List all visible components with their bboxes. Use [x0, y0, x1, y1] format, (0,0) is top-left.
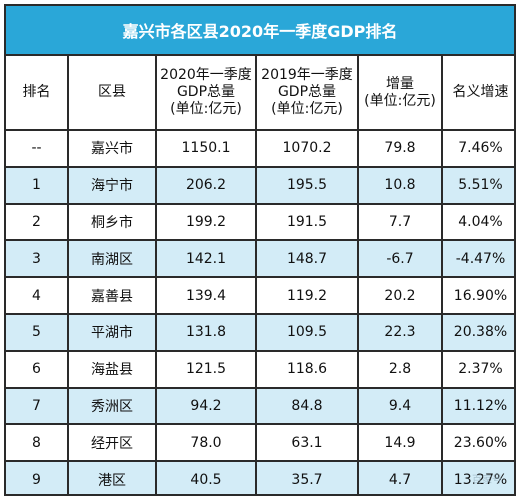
- table-row: 7 秀洲区 94.2 84.8 9.4 11.12%: [6, 386, 514, 426]
- cell-rank: 4: [6, 276, 69, 315]
- cell-gdp-2019q1: 63.1: [255, 423, 359, 463]
- cell-nominal-growth: 2.37%: [441, 349, 514, 389]
- gdp-ranking-table: 排名 区县 2020年一季度 GDP总量 (单位:亿元) 2019年一季度 GD…: [6, 56, 514, 494]
- cell-rank: 3: [6, 239, 69, 279]
- cell-increment: 22.3: [357, 312, 443, 352]
- cell-increment: -6.7: [357, 239, 443, 279]
- cell-district: 港区: [67, 460, 157, 494]
- table-row: -- 嘉兴市 1150.1 1070.2 79.8 7.46%: [6, 129, 514, 168]
- cell-district: 海盐县: [67, 349, 157, 389]
- cell-rank: 7: [6, 386, 69, 426]
- cell-rank: 1: [6, 165, 69, 205]
- cell-nominal-growth: 20.38%: [441, 312, 514, 352]
- cell-gdp-2020q1: 206.2: [155, 165, 257, 205]
- cell-district: 嘉兴市: [67, 129, 157, 168]
- table-row: 8 经开区 78.0 63.1 14.9 23.60%: [6, 423, 514, 463]
- cell-gdp-2019q1: 119.2: [255, 276, 359, 315]
- table-body: -- 嘉兴市 1150.1 1070.2 79.8 7.46% 1 海宁市 206.2 195.5…: [6, 129, 514, 494]
- cell-district: 经开区: [67, 423, 157, 463]
- cell-rank: 2: [6, 202, 69, 242]
- cell-gdp-2020q1: 78.0: [155, 423, 257, 463]
- cell-rank: 5: [6, 312, 69, 352]
- cell-increment: 10.8: [357, 165, 443, 205]
- cell-rank: 8: [6, 423, 69, 463]
- cell-nominal-growth: 7.46%: [441, 129, 514, 168]
- cell-gdp-2019q1: 191.5: [255, 202, 359, 242]
- cell-district: 嘉善县: [67, 276, 157, 315]
- cell-district: 桐乡市: [67, 202, 157, 242]
- cell-rank: --: [6, 129, 69, 168]
- gdp-table-frame: 嘉兴市各区县2020年一季度GDP排名 排名 区县 2020年一季度 GDP总量…: [4, 4, 516, 496]
- cell-gdp-2020q1: 121.5: [155, 349, 257, 389]
- cell-district: 海宁市: [67, 165, 157, 205]
- table-title: 嘉兴市各区县2020年一季度GDP排名: [6, 6, 514, 56]
- header-rank: 排名: [6, 56, 69, 131]
- cell-gdp-2019q1: 84.8: [255, 386, 359, 426]
- cell-district: 南湖区: [67, 239, 157, 279]
- cell-increment: 4.7: [357, 460, 443, 494]
- cell-increment: 79.8: [357, 129, 443, 168]
- cell-rank: 9: [6, 460, 69, 494]
- table-row: 5 平湖市 131.8 109.5 22.3 20.38%: [6, 312, 514, 352]
- cell-nominal-growth: -4.47%: [441, 239, 514, 279]
- cell-gdp-2020q1: 199.2: [155, 202, 257, 242]
- cell-gdp-2020q1: 40.5: [155, 460, 257, 494]
- cell-gdp-2019q1: 1070.2: [255, 129, 359, 168]
- cell-increment: 14.9: [357, 423, 443, 463]
- watermark: 百家号: [472, 475, 502, 486]
- cell-gdp-2019q1: 35.7: [255, 460, 359, 494]
- cell-gdp-2020q1: 1150.1: [155, 129, 257, 168]
- cell-gdp-2020q1: 142.1: [155, 239, 257, 279]
- cell-nominal-growth: 23.60%: [441, 423, 514, 463]
- header-row: 排名 区县 2020年一季度 GDP总量 (单位:亿元) 2019年一季度 GD…: [6, 56, 514, 131]
- header-gdp-2020q1: 2020年一季度 GDP总量 (单位:亿元): [155, 56, 257, 131]
- cell-district: 平湖市: [67, 312, 157, 352]
- header-nominal-growth: 名义增速: [441, 56, 514, 131]
- cell-increment: 20.2: [357, 276, 443, 315]
- cell-increment: 7.7: [357, 202, 443, 242]
- cell-nominal-growth: 4.04%: [441, 202, 514, 242]
- cell-increment: 2.8: [357, 349, 443, 389]
- table-row: 3 南湖区 142.1 148.7 -6.7 -4.47%: [6, 239, 514, 279]
- cell-increment: 9.4: [357, 386, 443, 426]
- cell-gdp-2019q1: 109.5: [255, 312, 359, 352]
- table-row: 4 嘉善县 139.4 119.2 20.2 16.90%: [6, 276, 514, 315]
- header-district: 区县: [67, 56, 157, 131]
- cell-nominal-growth: 16.90%: [441, 276, 514, 315]
- table-row: 6 海盐县 121.5 118.6 2.8 2.37%: [6, 349, 514, 389]
- cell-gdp-2020q1: 131.8: [155, 312, 257, 352]
- table-row: 2 桐乡市 199.2 191.5 7.7 4.04%: [6, 202, 514, 242]
- table-row: 1 海宁市 206.2 195.5 10.8 5.51%: [6, 165, 514, 205]
- header-gdp-2019q1: 2019年一季度 GDP总量 (单位:亿元): [255, 56, 359, 131]
- cell-district: 秀洲区: [67, 386, 157, 426]
- cell-rank: 6: [6, 349, 69, 389]
- header-increment: 增量 (单位:亿元): [357, 56, 443, 131]
- cell-gdp-2019q1: 195.5: [255, 165, 359, 205]
- cell-gdp-2020q1: 94.2: [155, 386, 257, 426]
- table-row: 9 港区 40.5 35.7 4.7 13.27%: [6, 460, 514, 494]
- cell-nominal-growth: 13.27%: [441, 460, 514, 494]
- cell-gdp-2020q1: 139.4: [155, 276, 257, 315]
- cell-nominal-growth: 11.12%: [441, 386, 514, 426]
- cell-gdp-2019q1: 148.7: [255, 239, 359, 279]
- cell-gdp-2019q1: 118.6: [255, 349, 359, 389]
- cell-nominal-growth: 5.51%: [441, 165, 514, 205]
